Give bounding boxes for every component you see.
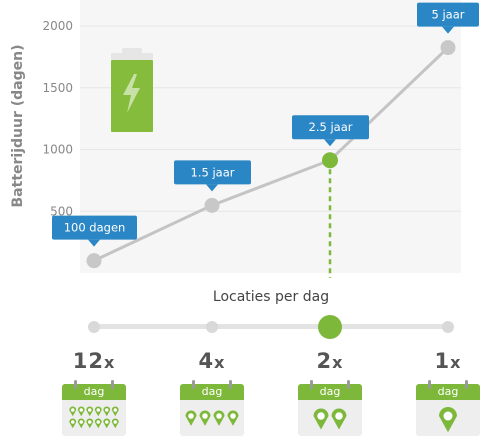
data-callout: 1.5 jaar — [174, 160, 251, 192]
callout-pointer — [206, 184, 218, 192]
data-point — [440, 40, 456, 56]
map-pin-icon — [111, 406, 119, 417]
calendar-ring — [192, 380, 195, 389]
frequency-count: 1 — [434, 349, 451, 373]
data-label: 100 dagen — [64, 221, 126, 235]
map-pin-icon — [77, 406, 85, 417]
map-pin-icon — [103, 418, 111, 429]
calendar-ring — [74, 380, 77, 389]
calendar-ring — [347, 380, 350, 389]
calendar-day-label: dag — [180, 384, 244, 400]
map-pin-icon — [94, 406, 102, 417]
frequency-suffix: x — [103, 353, 116, 372]
data-point — [86, 253, 102, 269]
map-pin-icon — [331, 408, 347, 430]
map-pin-icon — [77, 418, 85, 429]
calendar-icon[interactable]: dag — [180, 380, 244, 436]
data-callout: 100 dagen — [52, 215, 137, 247]
callout-pointer — [324, 139, 336, 147]
map-pin-icon — [94, 418, 102, 429]
data-point — [322, 152, 338, 169]
y-tick-label: 1500 — [42, 81, 73, 95]
map-pin-icon — [103, 406, 111, 417]
calendar-ring — [229, 380, 232, 389]
map-pin-icon — [199, 410, 211, 426]
pins-group — [313, 408, 347, 430]
callout-layer: 100 dagen 1.5 jaar 2.5 jaar 5 jaar — [52, 2, 479, 247]
calendar-icon[interactable]: dag — [416, 380, 480, 436]
map-pin-icon — [69, 418, 77, 429]
map-pin-icon — [227, 410, 239, 426]
frequency-label: 1x — [403, 349, 493, 373]
calendar-icon[interactable]: dag — [298, 380, 362, 436]
map-pin-icon — [439, 407, 457, 433]
callout-pointer — [88, 239, 100, 247]
calendar-day-label: dag — [62, 384, 126, 400]
map-pin-icon — [313, 408, 329, 430]
calendar-ring — [111, 380, 114, 389]
slider-stop[interactable] — [206, 321, 218, 333]
frequency-count: 12 — [72, 349, 104, 373]
data-label: 1.5 jaar — [191, 165, 235, 179]
calendar-day-label: dag — [298, 384, 362, 400]
callout-box — [292, 115, 369, 140]
frequency-suffix: x — [332, 353, 344, 372]
pins-group — [439, 407, 457, 433]
pins-group — [185, 410, 239, 426]
frequency-label: 12x — [49, 349, 139, 373]
map-pin-icon — [86, 406, 94, 417]
plot-background — [80, 0, 461, 273]
callout-box — [417, 2, 479, 27]
calendar-ring — [310, 380, 313, 389]
y-tick-label: 500 — [50, 204, 73, 218]
frequency-count: 4 — [198, 349, 215, 373]
callout-pointer — [442, 26, 454, 34]
calendar-ring — [428, 380, 431, 389]
series-line-layer — [86, 40, 456, 278]
data-callout: 2.5 jaar — [292, 115, 369, 147]
data-label: 2.5 jaar — [309, 120, 353, 134]
map-pin-icon — [69, 406, 77, 417]
series-line — [93, 46, 450, 263]
data-label: 5 jaar — [432, 8, 465, 22]
slider-track[interactable] — [94, 324, 449, 329]
y-axis-label: Batterijduur (dagen) — [10, 45, 26, 208]
calendar-day-label: dag — [416, 384, 480, 400]
map-pin-icon — [86, 418, 94, 429]
map-pin-icon — [213, 410, 225, 426]
y-axis-ticks: 500 1000 1500 2000 — [42, 19, 73, 218]
map-pin-icon — [111, 418, 119, 429]
pins-group — [69, 406, 119, 429]
frequency-label: 4x — [167, 349, 257, 373]
x-axis-label: Locaties per dag — [213, 289, 329, 305]
calendar-ring — [465, 380, 468, 389]
slider-stop[interactable] — [318, 315, 342, 339]
callout-box — [52, 215, 137, 240]
map-pin-icon — [185, 410, 197, 426]
frequency-label: 2x — [285, 349, 375, 373]
slider-stop[interactable] — [442, 321, 454, 333]
y-tick-label: 2000 — [42, 19, 73, 33]
frequency-count: 2 — [316, 349, 333, 373]
y-tick-label: 1000 — [42, 143, 73, 157]
data-callout: 5 jaar — [417, 2, 479, 34]
calendar-icon[interactable]: dag — [62, 380, 126, 436]
slider-stop[interactable] — [88, 321, 100, 333]
frequency-suffix: x — [450, 353, 462, 372]
battery-charging-icon — [111, 48, 153, 132]
frequency-suffix: x — [214, 353, 226, 372]
callout-box — [174, 160, 251, 185]
data-point — [204, 197, 220, 213]
